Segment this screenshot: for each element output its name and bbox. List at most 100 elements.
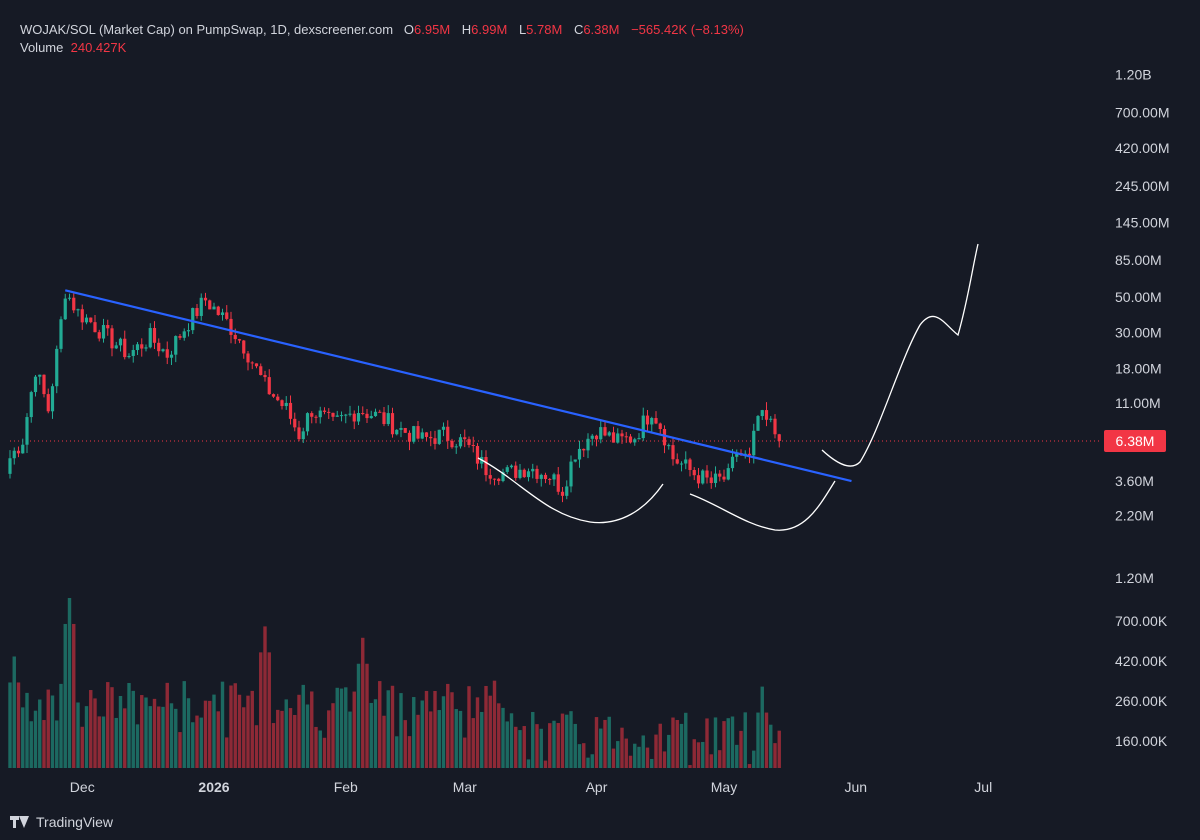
volume-bar: [569, 711, 573, 768]
volume-bar: [182, 681, 186, 768]
candle-body: [38, 374, 42, 377]
candle-body: [594, 435, 599, 440]
volume-bar: [191, 722, 195, 768]
volume-bar: [29, 721, 33, 768]
candle-body: [556, 474, 560, 492]
volume-bar: [101, 716, 106, 768]
candle-body: [344, 414, 348, 416]
candle-body: [233, 334, 237, 340]
candle-body: [611, 432, 616, 443]
y-tick-label: 160.00K: [1115, 733, 1168, 749]
candle-body: [356, 413, 361, 422]
candle-body: [463, 437, 467, 440]
volume-bar: [475, 697, 480, 768]
candle-body: [123, 338, 127, 358]
volume-bar: [135, 724, 140, 768]
volume-bar: [671, 717, 675, 768]
volume-bar: [140, 695, 144, 768]
candle-body: [752, 430, 756, 456]
volume-bar: [216, 711, 220, 768]
tradingview-brand[interactable]: TradingView: [10, 814, 113, 830]
volume-bar: [756, 712, 760, 768]
x-tick-label: Apr: [586, 779, 608, 795]
candle-body: [114, 345, 118, 349]
y-tick-label: 700.00M: [1115, 104, 1169, 120]
candle-body: [378, 411, 382, 413]
candle-body: [339, 415, 344, 417]
candle-body: [437, 429, 441, 444]
volume-bar: [148, 706, 152, 768]
volume-bar: [335, 687, 339, 768]
volume-bar: [518, 730, 522, 768]
candle-body: [237, 339, 242, 341]
volume-bar: [25, 692, 29, 768]
volume-bar: [628, 755, 633, 768]
volume-bar: [390, 685, 395, 768]
volume-bar: [577, 744, 582, 768]
volume-bar: [110, 687, 114, 768]
volume-bar: [548, 723, 552, 768]
candle-body: [144, 347, 148, 349]
y-tick-label: 85.00M: [1115, 252, 1162, 268]
candle-body: [182, 331, 186, 338]
candle-body: [488, 475, 492, 479]
candle-body: [271, 394, 276, 397]
candle-body: [654, 418, 658, 424]
x-tick-label: Mar: [453, 779, 477, 795]
candle-body: [305, 413, 310, 432]
candle-body: [773, 418, 777, 435]
y-tick-label: 260.00K: [1115, 693, 1168, 709]
candle-body: [713, 473, 718, 484]
candle-body: [229, 318, 233, 335]
volume-bar: [212, 694, 216, 768]
volume-bar: [67, 598, 72, 768]
volume-bar: [263, 626, 267, 768]
candle-body: [50, 386, 55, 412]
candle-body: [12, 450, 16, 459]
volume-bar: [471, 718, 475, 768]
candle-body: [110, 328, 114, 349]
candle-body: [420, 432, 424, 439]
volume-bar: [97, 716, 101, 768]
volume-bar: [705, 718, 709, 768]
candle-body: [242, 340, 246, 354]
volume-bar: [220, 681, 225, 768]
volume-bar: [556, 723, 560, 768]
y-tick-label: 18.00M: [1115, 360, 1162, 376]
volume-bar: [386, 690, 390, 768]
candle-body: [543, 474, 548, 480]
volume-bar: [726, 718, 730, 768]
volume-bar: [250, 690, 254, 768]
candle-body: [327, 411, 331, 413]
candle-body: [25, 417, 29, 445]
volume-bar: [722, 721, 726, 768]
volume-bar: [620, 727, 624, 768]
candle-body: [174, 336, 178, 355]
candle-body: [684, 459, 688, 464]
volume-bar: [254, 725, 259, 768]
candle-body: [46, 394, 50, 412]
candle-body: [675, 459, 679, 464]
candle-body: [679, 463, 684, 465]
volume-bar: [12, 656, 16, 768]
candle-body: [777, 434, 781, 441]
candle-body: [106, 325, 110, 329]
volume-bar: [586, 757, 590, 768]
candle-body: [599, 427, 603, 440]
candle-body: [637, 438, 641, 440]
volume-bar: [739, 730, 743, 768]
volume-bar: [395, 736, 399, 768]
volume-bar: [123, 708, 127, 768]
volume-bar: [573, 723, 577, 768]
volume-bar: [675, 720, 679, 768]
candle-body: [446, 426, 450, 441]
volume-bar: [203, 700, 208, 768]
x-tick-label: May: [711, 779, 737, 795]
volume-bar: [144, 697, 148, 768]
volume-bar: [488, 695, 492, 768]
x-tick-label: Feb: [334, 779, 358, 795]
descending-trendline: [64, 289, 852, 483]
candle-body: [118, 338, 123, 346]
candle-body: [369, 416, 373, 419]
